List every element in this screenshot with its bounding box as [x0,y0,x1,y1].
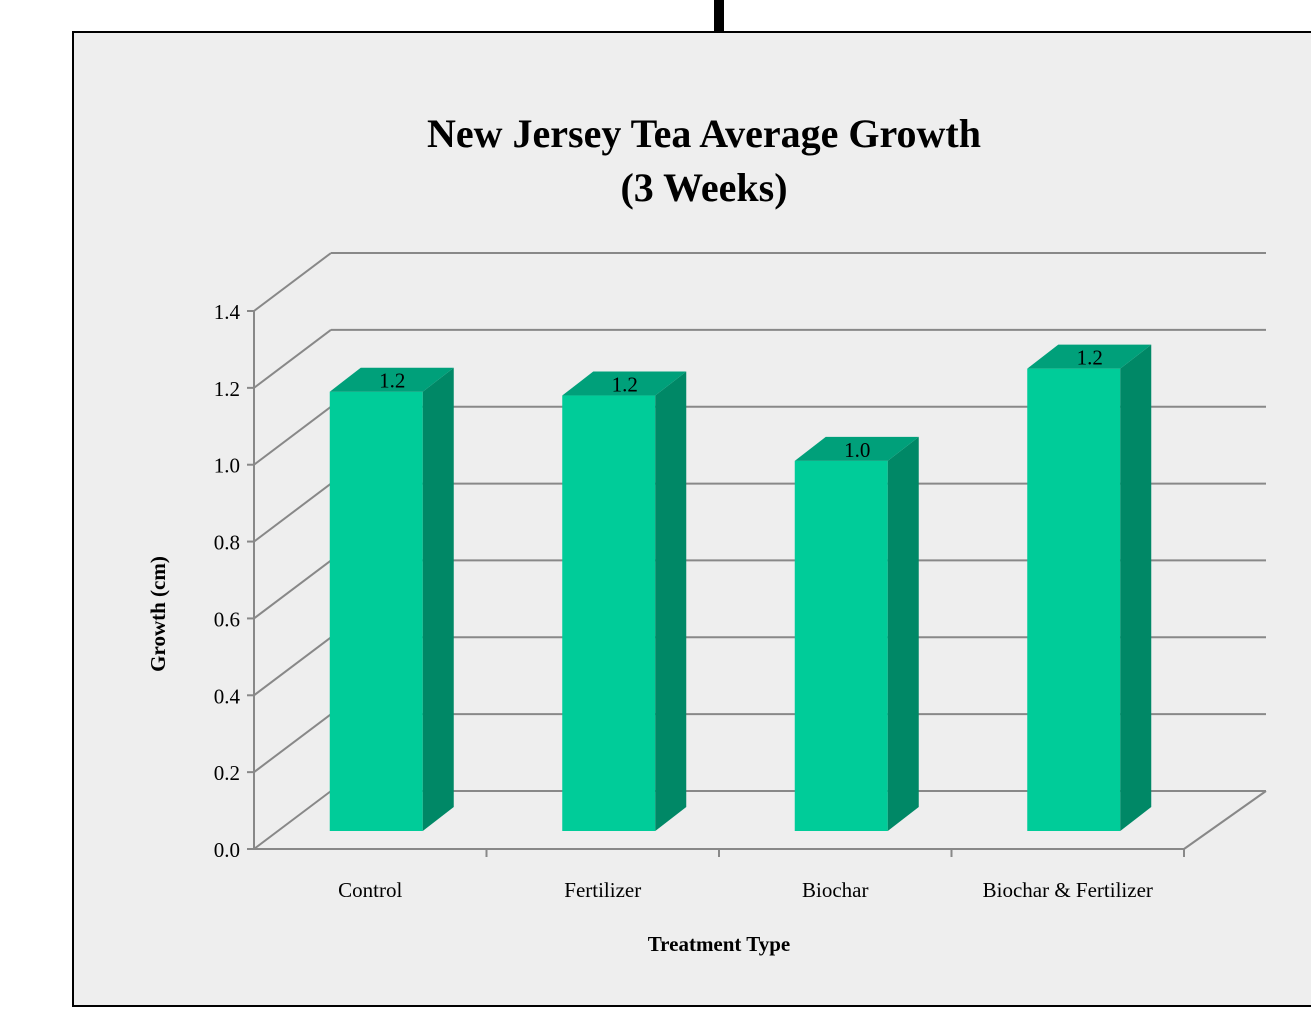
chart-frame: 0.0 0.2 0.4 0.6 0.8 1.0 1.2 1.4 Control Fertilize… [72,31,1311,1007]
gridline-depth [253,559,332,620]
bar-top [794,436,919,461]
bar-top [329,367,454,392]
bar-chart: 0.0 0.2 0.4 0.6 0.8 1.0 1.2 1.4 Control Fertilize… [146,111,1267,956]
x-tick-label: Biochar [802,878,868,902]
gridline-depth [253,252,332,312]
bar-side [655,371,687,831]
gridline-depth [253,713,332,773]
bar-side [887,436,919,831]
bar-data-label: 1.0 [844,438,870,462]
bar-data-label: 1.2 [612,373,638,397]
gridline-depth [253,482,332,543]
gridline-depth [253,790,332,850]
y-tick-label: 0.6 [214,607,240,631]
top-edge-mark [714,0,724,36]
bar-top [1027,344,1152,369]
y-axis-label: Growth (cm) [146,556,170,672]
y-tick-label: 0.4 [214,684,241,708]
x-tick-label: Biochar & Fertilizer [983,878,1153,902]
y-tick-label: 1.4 [214,300,241,324]
bar-front [794,460,888,831]
y-tick-label: 0.8 [214,531,240,555]
bar-front [329,391,423,831]
x-axis-label: Treatment Type [648,932,791,956]
y-tick-label: 0.0 [214,838,240,862]
chart-title-line-2: (3 Weeks) [620,165,787,210]
gridline-depth [253,329,332,389]
bar-front [1027,368,1121,831]
bar-data-label: 1.2 [1077,346,1103,370]
bar-front [562,395,656,831]
x-tick-label: Fertilizer [564,878,641,902]
bar-side [1120,344,1152,831]
y-tick-label: 1.2 [214,377,240,401]
gridline-depth [253,405,332,466]
x-tick-label: Control [338,878,402,902]
chart-title-line-1: New Jersey Tea Average Growth [427,111,981,156]
bar-data-label: 1.2 [379,369,405,393]
floor-right-edge [1183,790,1267,850]
bar-side [422,367,454,831]
gridline-depth [253,636,332,697]
y-tick-label: 0.2 [214,761,240,785]
y-tick-label: 1.0 [214,454,240,478]
bar-top [562,371,687,396]
